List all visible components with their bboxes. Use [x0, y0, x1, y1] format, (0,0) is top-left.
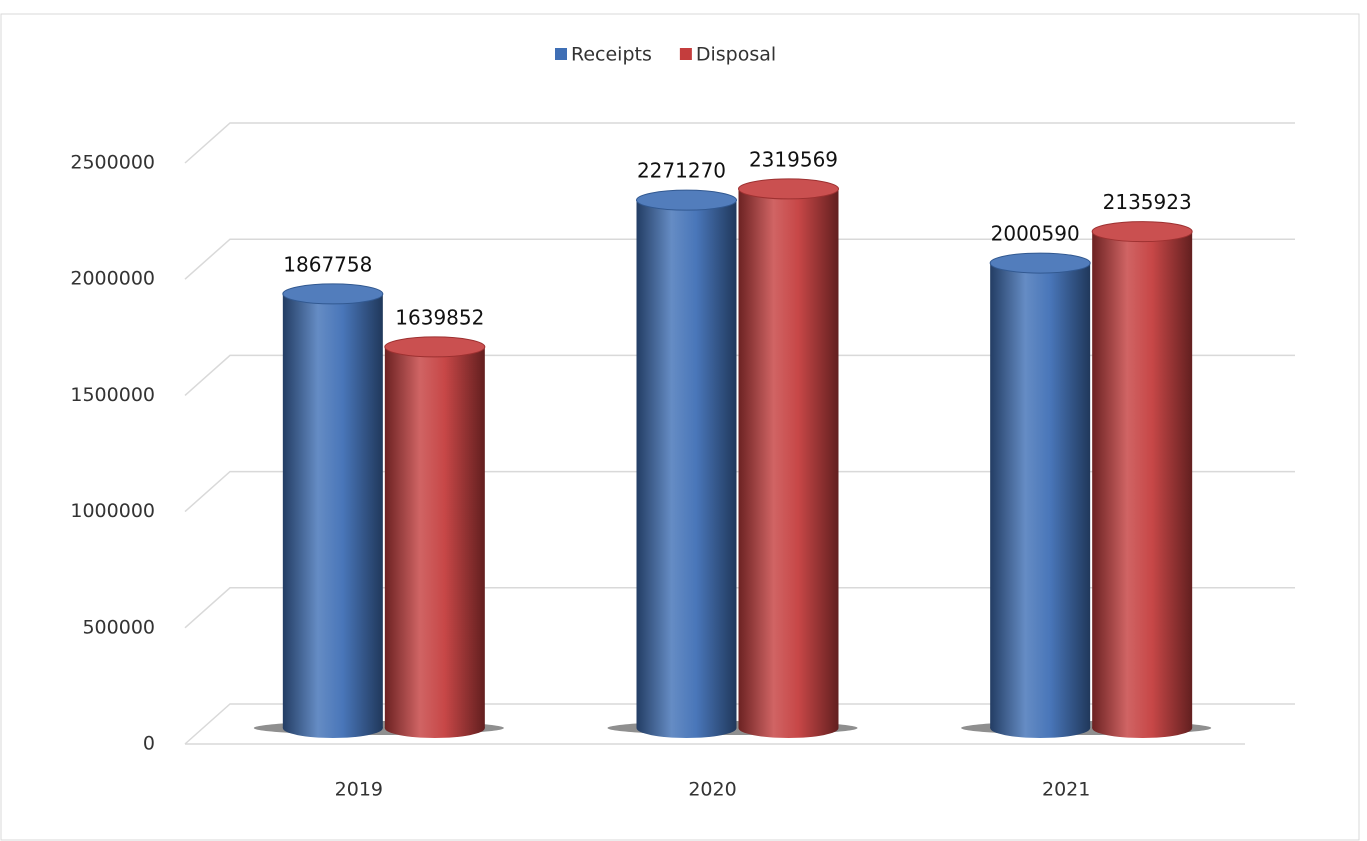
data-label: 2000590 [991, 222, 1080, 246]
x-tick-label: 2021 [1042, 779, 1090, 801]
data-label: 2135923 [1103, 190, 1192, 214]
bar [738, 188, 839, 729]
y-tick-label: 2500000 [70, 152, 155, 174]
x-tick-label: 2019 [335, 779, 383, 801]
bar-top [282, 283, 384, 305]
data-label: 2271270 [637, 159, 726, 183]
grid-line [184, 587, 1295, 629]
grid-line [184, 703, 1295, 745]
data-label: 2319569 [749, 147, 838, 171]
bar-top [384, 336, 486, 358]
y-tick-label: 0 [143, 733, 155, 755]
bar-top [738, 178, 839, 200]
legend-swatch [679, 48, 692, 60]
bar [636, 200, 737, 728]
legend-label: Disposal [696, 44, 776, 66]
y-tick-label: 2000000 [70, 268, 155, 290]
data-label: 1639852 [395, 305, 484, 329]
legend-swatch [555, 48, 567, 60]
data-label: 1867758 [283, 252, 372, 276]
bar [1092, 231, 1193, 728]
legend-label: Receipts [571, 44, 652, 66]
grid-line [184, 238, 1295, 280]
x-tick-label: 2020 [688, 779, 736, 801]
grid-line [184, 122, 1295, 164]
bar [384, 346, 485, 728]
bar [282, 293, 383, 728]
bar-top [1091, 221, 1193, 243]
y-tick-label: 500000 [82, 616, 155, 638]
y-tick-label: 1500000 [70, 384, 155, 406]
grid-line [184, 470, 1295, 513]
y-tick-label: 1000000 [70, 500, 155, 522]
bar [990, 263, 1091, 728]
grid-line [184, 354, 1295, 396]
bar-top [636, 189, 737, 211]
bar-top [989, 252, 1091, 274]
